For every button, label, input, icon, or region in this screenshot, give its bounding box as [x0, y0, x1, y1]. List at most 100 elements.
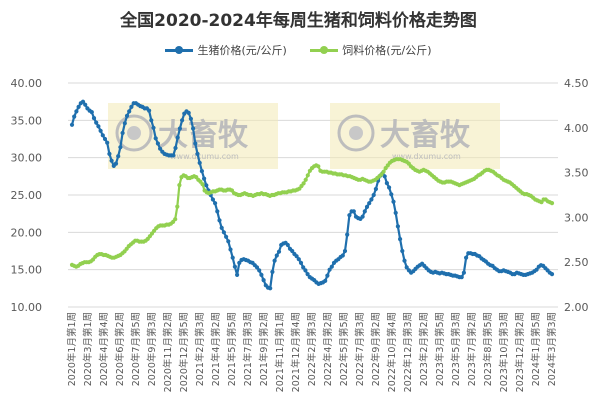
data-point	[153, 136, 158, 141]
chart-title: 全国2020-2024年每周生猪和饲料价格走势图	[120, 11, 477, 31]
x-tick-label: 2021年9月第2周	[258, 312, 270, 386]
x-tick-label: 2022年2月第3周	[306, 312, 318, 386]
data-point	[232, 264, 237, 269]
watermark-url: www.dxumu.com	[392, 152, 461, 161]
data-point	[171, 153, 176, 158]
data-point	[124, 113, 130, 118]
data-point	[191, 126, 196, 131]
x-tick-label: 2020年12月第5周	[178, 312, 190, 392]
x-tick-label: 2020年9月第3周	[146, 312, 158, 386]
data-point	[549, 201, 555, 206]
data-point	[177, 126, 182, 131]
data-point	[129, 104, 134, 109]
x-tick-label: 2021年12月第4周	[290, 312, 302, 392]
y-left-tick-label: 40.00	[11, 77, 43, 90]
data-point	[296, 257, 301, 262]
data-point	[272, 258, 277, 263]
data-point	[221, 230, 226, 235]
data-point	[158, 146, 163, 151]
data-point	[294, 254, 299, 259]
data-point	[270, 269, 275, 274]
legend-label-pig-price: 生猪价格(元/公斤)	[197, 44, 287, 57]
watermark-brand: 大畜牧	[380, 118, 471, 153]
x-tick-label: 2022年9月第2周	[370, 312, 382, 386]
data-point	[367, 201, 372, 206]
x-tick-label: 2023年10月第3周	[498, 312, 510, 392]
watermark-brand: 大畜牧	[158, 118, 249, 153]
data-point	[369, 197, 374, 202]
data-point	[94, 120, 99, 125]
data-point	[91, 116, 97, 121]
x-tick-label: 2020年4月第4周	[98, 312, 110, 386]
x-tick-label: 2021年2月第3周	[194, 312, 206, 386]
data-point	[316, 164, 321, 169]
x-tick-label: 2020年6月第2周	[114, 312, 126, 386]
data-point	[364, 204, 370, 209]
data-point	[105, 140, 110, 145]
data-point	[303, 177, 308, 182]
data-point	[100, 133, 105, 138]
series-feed-price	[69, 157, 555, 269]
data-point	[351, 209, 356, 214]
x-tick-label: 2021年7月第3周	[242, 312, 254, 386]
x-tick-label: 2022年12月第3周	[402, 312, 414, 392]
y-right-tick-label: 4.00	[564, 122, 589, 135]
data-point	[116, 154, 121, 159]
data-point	[534, 267, 539, 272]
y-right-tick-label: 3.50	[564, 167, 589, 180]
y-right-tick-label: 3.00	[564, 211, 589, 224]
chart-legend: 生猪价格(元/公斤) 饲料价格(元/公斤)	[0, 42, 597, 58]
data-point	[393, 210, 398, 215]
data-point	[96, 124, 101, 129]
data-point	[305, 173, 310, 178]
data-point	[147, 108, 152, 113]
data-point	[461, 270, 466, 275]
x-tick-label: 2020年7月第5周	[130, 312, 142, 386]
data-point	[226, 239, 231, 244]
data-point	[276, 249, 282, 254]
x-tick-label: 2024年1月第5周	[530, 312, 542, 386]
data-point	[74, 109, 79, 114]
y-left-tick-label: 30.00	[11, 152, 43, 165]
data-point	[109, 158, 114, 163]
data-point	[197, 160, 202, 165]
x-tick-label: 2023年12月第2周	[514, 312, 526, 392]
x-tick-label: 2020年1月第1周	[66, 312, 78, 386]
data-point	[89, 110, 94, 115]
data-point	[199, 169, 204, 174]
legend-entry-feed-price[interactable]: 饲料价格(元/公斤)	[310, 42, 432, 58]
series-pig-price	[69, 99, 555, 291]
data-point	[329, 264, 334, 269]
data-point	[200, 182, 205, 187]
data-point	[402, 258, 407, 263]
x-tick-label: 2020年3月第1周	[82, 312, 94, 386]
data-point	[459, 275, 464, 280]
data-point	[549, 272, 555, 277]
data-point	[120, 130, 125, 136]
data-point	[175, 204, 180, 209]
data-point	[102, 136, 108, 142]
x-tick-label: 2022年10月第4周	[386, 312, 398, 392]
y-left-tick-label: 25.00	[11, 189, 43, 202]
x-tick-label: 2021年4月第2周	[210, 312, 222, 386]
data-point	[345, 232, 350, 237]
data-point	[381, 169, 386, 174]
data-point	[202, 176, 207, 181]
x-tick-label: 2024年3月第3周	[546, 312, 558, 386]
data-point	[213, 201, 218, 206]
y-left-tick-label: 20.00	[11, 226, 43, 239]
data-point	[268, 286, 273, 291]
data-point	[217, 218, 222, 223]
series-lines	[69, 99, 555, 291]
data-point	[224, 234, 229, 239]
data-point	[298, 260, 304, 265]
data-point	[301, 181, 306, 186]
data-point	[177, 183, 182, 188]
data-point	[72, 114, 77, 119]
data-point	[193, 141, 198, 146]
legend-entry-pig-price[interactable]: 生猪价格(元/公斤)	[165, 42, 287, 58]
data-point	[305, 272, 310, 277]
